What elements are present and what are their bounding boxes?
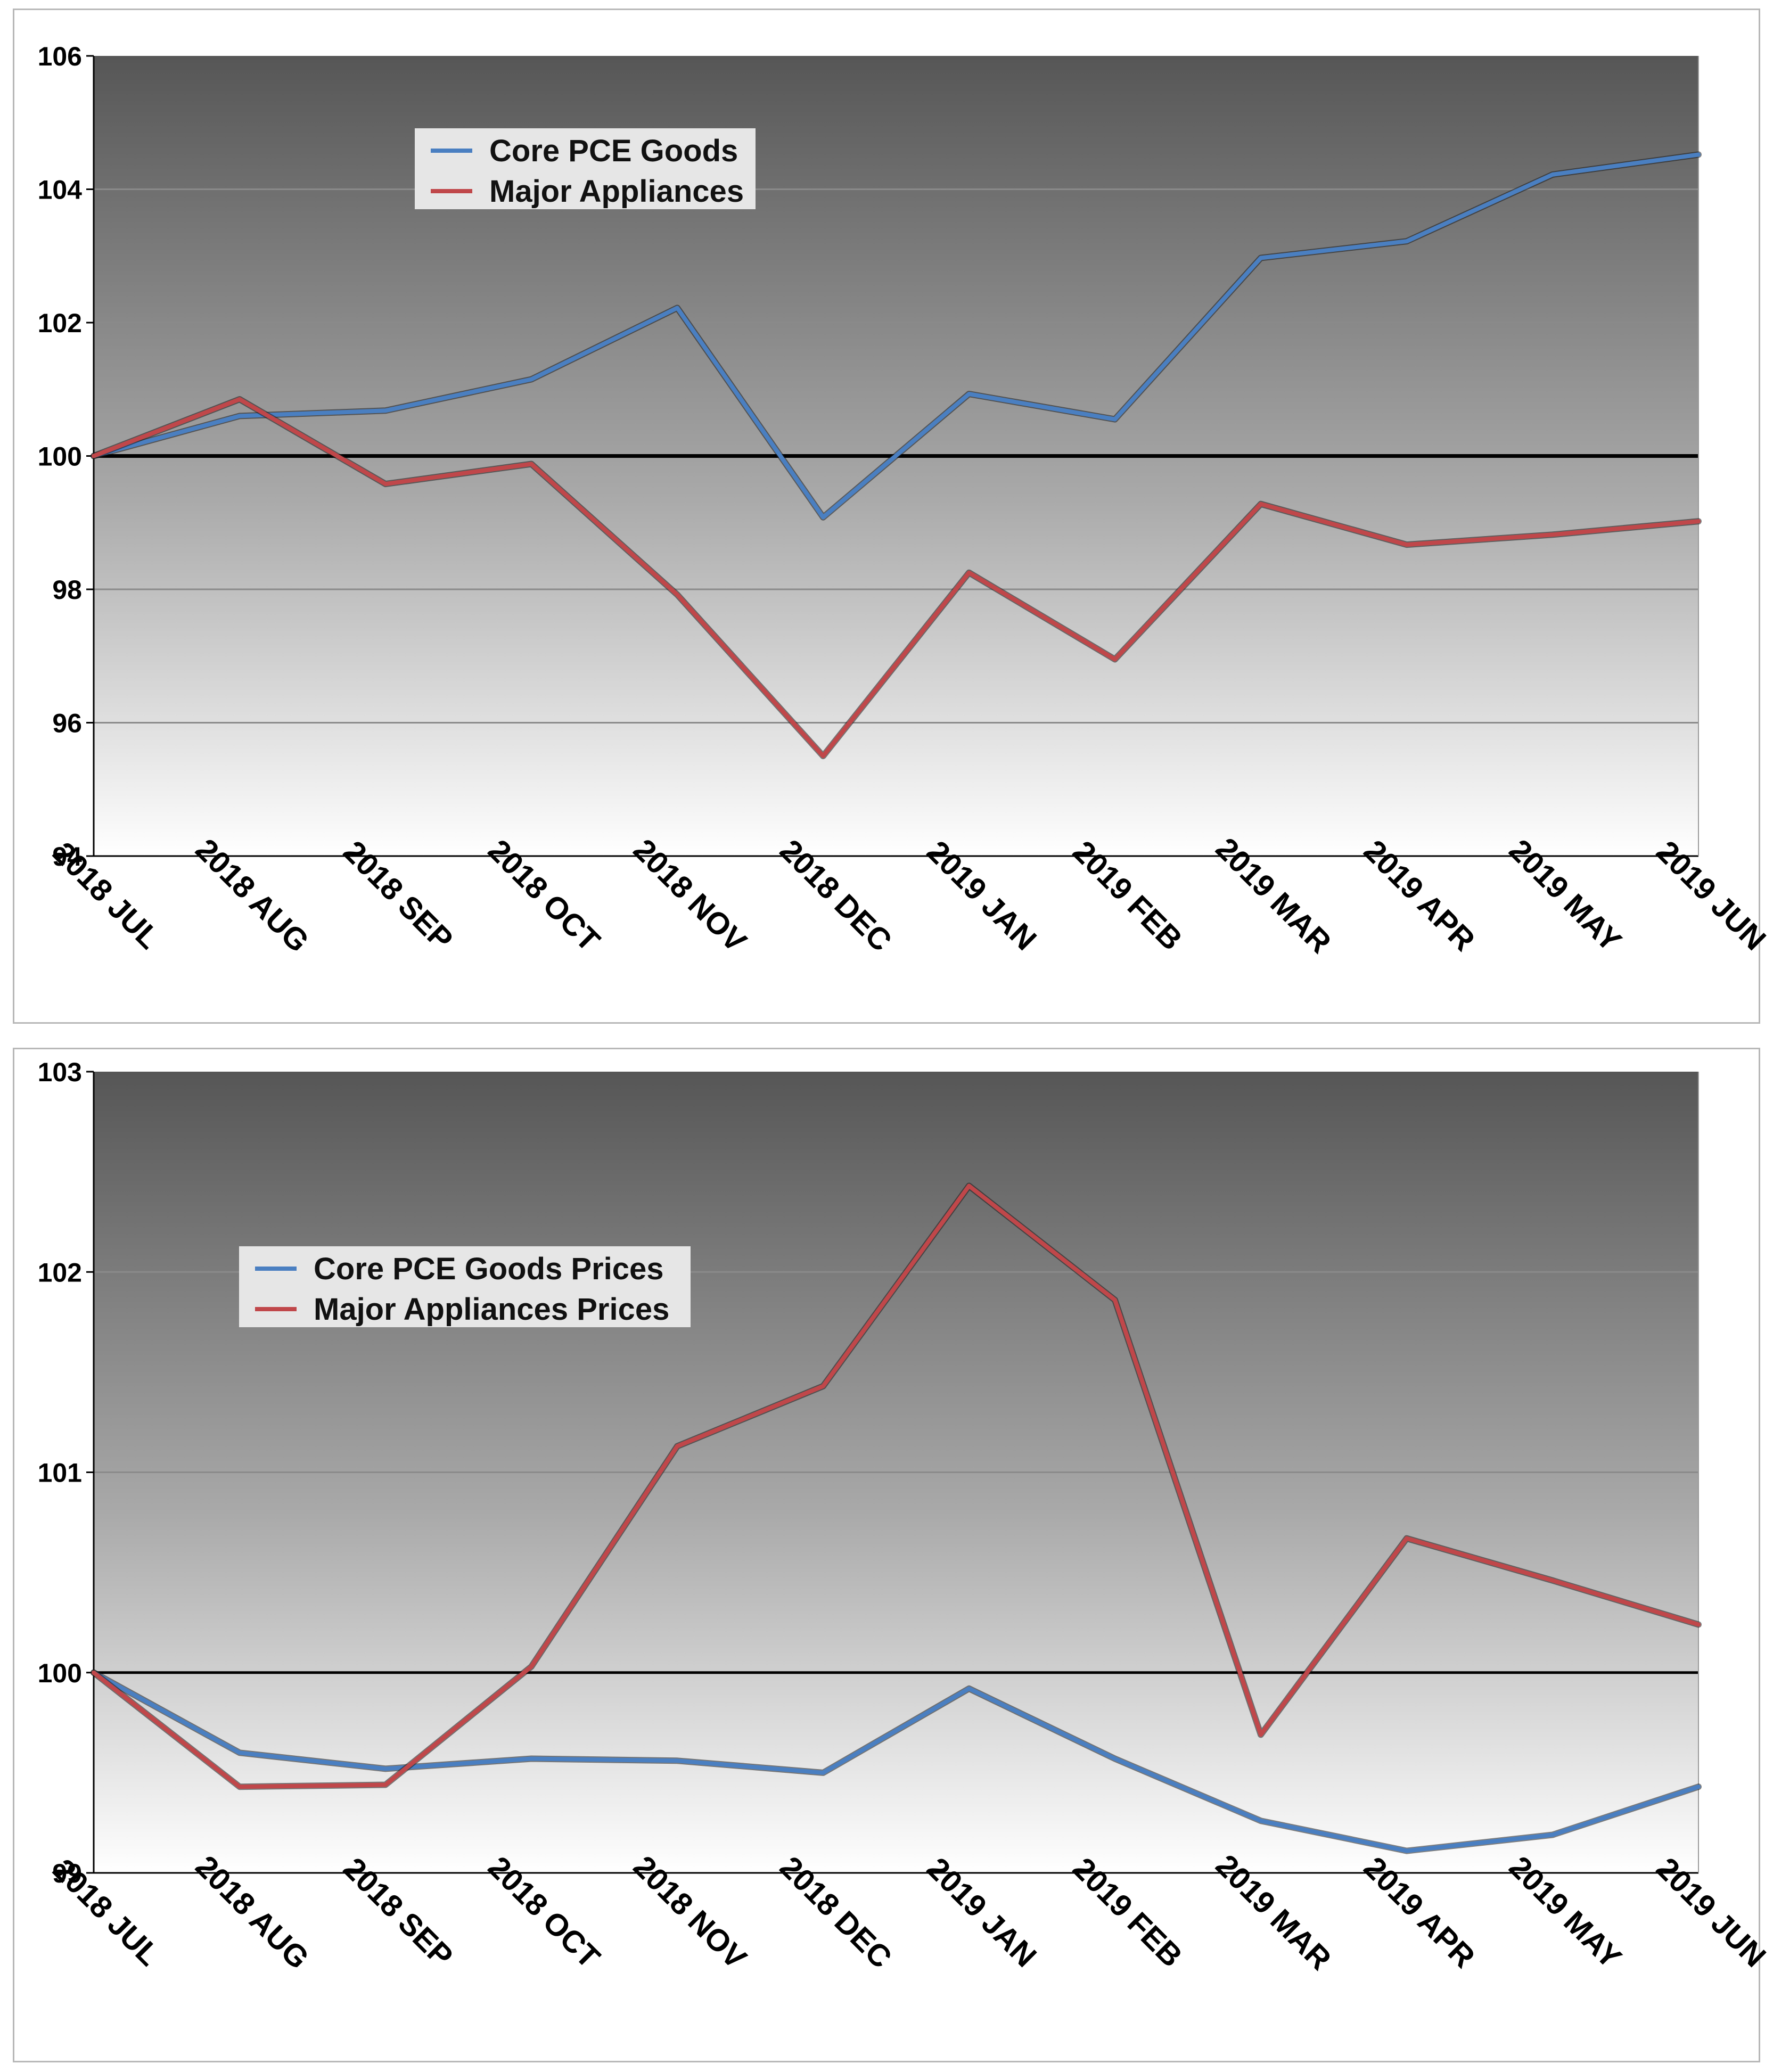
data-point [238,414,241,418]
data-point [676,306,679,310]
y-tick-label: 101 [38,1458,82,1488]
y-tick-label: 94 [52,842,82,871]
data-point [1551,172,1554,176]
data-point [384,482,387,486]
y-tick-label: 104 [38,175,83,205]
y-tick-label: 100 [38,442,82,472]
data-point [1259,1819,1262,1823]
data-point [92,1671,95,1674]
data-point [384,409,387,413]
data-point [1259,1733,1262,1737]
data-point [676,1444,679,1448]
legend-label: Core PCE Goods Prices [314,1252,664,1286]
legend-box [415,128,756,209]
data-point [1259,256,1262,260]
data-point [530,377,533,381]
y-tick-label: 106 [38,42,82,71]
data-point [1551,1578,1554,1582]
data-point [822,754,825,758]
data-point [1259,502,1262,506]
data-point [822,1384,825,1388]
data-point [822,515,825,519]
data-point [1405,1536,1408,1540]
y-tick-label: 102 [38,1257,82,1287]
series-line-major-appliances [92,397,1701,759]
data-point [530,1665,533,1668]
data-point [1113,1298,1117,1302]
data-point [1405,543,1408,547]
data-point [1113,657,1117,661]
data-point [1113,417,1117,421]
data-point [1551,533,1554,537]
data-point [238,1751,241,1755]
series-line-core-pce [92,152,1701,520]
y-tick-label: 99 [52,1859,82,1888]
data-point [967,1687,971,1690]
data-point [822,1771,825,1774]
y-tick-label: 98 [52,575,82,605]
data-point [1113,1757,1117,1761]
data-point [1697,153,1700,157]
series-line-core-pce [92,1670,1701,1853]
x-tick-label: 2019 JUN [1649,1851,1772,1974]
legend-label: Major Appliances Prices [314,1292,669,1327]
data-point [384,1767,387,1771]
data-point [92,454,95,458]
data-point [384,1783,387,1787]
data-point [1405,1849,1408,1853]
data-point [238,1785,241,1789]
y-tick-label: 102 [38,308,82,338]
chart-panel-bottom: 99 100 101 102 103 2018 JUL 2018 AUG 2018 SEP 20… [13,1048,1773,2062]
data-point [530,1757,533,1761]
x-tick-label: 2019 JUN [1649,834,1772,957]
data-point [1405,240,1408,243]
data-point [238,398,241,401]
y-tick-label: 100 [38,1658,82,1688]
series-line-major-appliances [92,1183,1701,1789]
data-point [1697,1785,1700,1789]
y-tick-label: 96 [52,709,82,738]
legend: Core PCE Goods Prices Major Appliances Pr… [239,1246,691,1327]
y-tick-label: 103 [38,1057,82,1087]
data-point [1697,520,1700,523]
data-point [530,462,533,466]
legend: Core PCE Goods Major Appliances [415,128,756,209]
legend-box [239,1246,691,1327]
data-point [676,1759,679,1763]
data-point [967,392,971,396]
data-point [676,593,679,597]
legend-label: Major Appliances [489,174,744,209]
data-point [967,1184,971,1188]
legend-label: Core PCE Goods [489,134,738,168]
chart-panel-top: 94 96 98 100 102 104 106 2018 JUL 2018 AUG 2018 S… [13,9,1773,1024]
data-point [1697,1623,1700,1626]
data-point [967,571,971,574]
data-point [1551,1833,1554,1837]
